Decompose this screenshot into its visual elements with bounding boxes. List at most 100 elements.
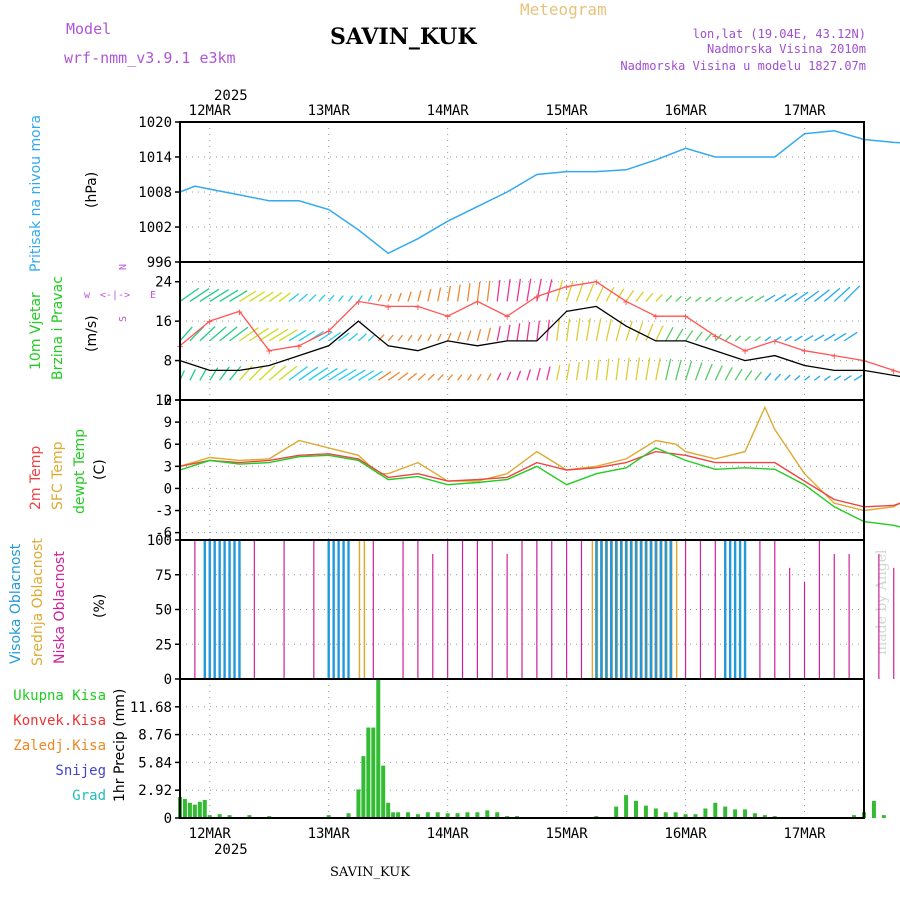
wind-arrow — [179, 287, 200, 302]
precip-total-bar — [614, 806, 619, 818]
wind-arrow — [278, 292, 291, 302]
wind-gust-marker: + — [742, 345, 749, 358]
wind-arrow — [724, 334, 732, 342]
wind-arrow — [754, 336, 761, 342]
wind-arrow — [258, 328, 279, 342]
precip-total-bar — [703, 808, 708, 818]
wind-arrow — [575, 361, 580, 381]
wind-arrow — [556, 364, 561, 381]
wind-arrow — [794, 335, 803, 342]
top-date-label: 17MAR — [783, 103, 826, 119]
high-cloud-bar — [238, 540, 241, 679]
precip-total-bar — [366, 727, 371, 818]
precip-total-bar — [376, 679, 381, 818]
wind-arrow — [774, 336, 782, 342]
precip-total-bar — [207, 815, 212, 818]
wind-label-1: 10m Vjetar — [28, 292, 44, 370]
wind-arrow — [447, 285, 451, 302]
marks-layer: ++++++++++++++++++++++++++++ — [177, 130, 900, 819]
bottom-date-label: 15MAR — [546, 826, 589, 842]
precip-total-bar — [762, 815, 767, 818]
sfc-temp-line — [179, 405, 900, 512]
high-cloud-bar — [347, 540, 350, 679]
wind-legend-west: w — [84, 290, 91, 301]
wind-arrow — [734, 368, 743, 381]
wind-arrow — [605, 318, 612, 342]
wind-arrow — [417, 290, 422, 302]
wind-arrow — [814, 334, 825, 342]
high-cloud-bar — [342, 540, 345, 679]
wind-arrow — [823, 375, 831, 381]
wind-arrow — [229, 365, 242, 381]
wind-arrow — [843, 375, 852, 381]
wind-arrow — [605, 286, 615, 302]
wind-arrow — [704, 363, 713, 381]
bottom-date-label: 14MAR — [427, 826, 470, 842]
precip-total-bar — [495, 812, 500, 818]
precip-label: 1hr Precip (mm) — [112, 689, 128, 802]
wind-arrow — [258, 291, 274, 302]
pressure-unit: (hPa) — [84, 172, 100, 208]
wind-gust-marker: + — [593, 276, 600, 289]
wind-arrow — [387, 293, 393, 302]
temperature-ytick-label: 12 — [155, 393, 172, 409]
wind-direction-legend: w <-|-> E N S — [84, 264, 156, 322]
temperature-ytick-label: 0 — [164, 481, 172, 497]
precip-ytick-label: 8.76 — [138, 728, 172, 744]
wind-gust-marker: + — [534, 291, 541, 304]
wind-arrow — [189, 288, 210, 302]
wind-arrow — [288, 329, 307, 342]
legend-conv-rain: Konvek.Kisa — [13, 713, 106, 729]
wind-arrow — [784, 292, 798, 302]
wind-arrow — [447, 374, 454, 381]
wind-arrow — [744, 370, 753, 381]
bottom-date-label: 12MAR — [189, 826, 232, 842]
precip-ytick-label: 0 — [164, 811, 172, 827]
wind-arrow — [595, 285, 605, 302]
temperature-ytick-label: -6 — [155, 526, 172, 542]
wind-arrow — [714, 296, 722, 302]
precip-total-bar — [455, 813, 460, 818]
high-cloud-bar — [728, 540, 732, 679]
wind-arrow — [506, 279, 511, 302]
wind-arrow — [754, 295, 765, 302]
wind-arrow — [179, 326, 193, 342]
wind-arrow — [407, 291, 412, 302]
wind-gust-marker: + — [206, 315, 213, 328]
precip-total-bar — [361, 756, 366, 818]
wind-gust-marker: + — [355, 295, 362, 308]
precip-total-bar — [852, 815, 857, 818]
precip-total-bar — [624, 795, 629, 818]
legend-frozen-rain: Zaledj.Kisa — [13, 738, 106, 754]
bottom-year-label: 2025 — [214, 842, 248, 858]
wind-arrow — [308, 367, 329, 381]
wind-arrow — [824, 333, 836, 342]
top-date-label: 13MAR — [308, 103, 351, 119]
wind-arrow — [239, 290, 257, 302]
wind-arrow — [338, 295, 344, 302]
high-cloud-bar — [634, 540, 638, 679]
wind-arrow — [377, 371, 392, 381]
precip-total-bar — [346, 813, 351, 818]
wind-gust-marker: + — [444, 310, 451, 323]
wind-arrow — [367, 294, 373, 302]
wind-label-2: Brzina i Pravac — [50, 276, 66, 380]
wind-arrow — [814, 289, 830, 302]
wind-arrow — [209, 289, 229, 302]
high-cloud-label: Visoka Oblacnost — [8, 543, 24, 664]
pressure-ytick-label: 1002 — [138, 220, 172, 236]
wind-arrow — [784, 335, 792, 342]
wind-arrow — [833, 332, 847, 342]
wind-arrow — [397, 292, 402, 302]
clouds-ytick-label: 100 — [147, 533, 172, 549]
precip-total-bar — [634, 800, 638, 818]
mid-cloud-label: Srednja Oblacnost — [30, 538, 46, 666]
wind-gust-marker: + — [682, 310, 689, 323]
wind-arrow — [764, 336, 772, 342]
wind-arrow — [615, 288, 625, 302]
wind-arrow — [665, 358, 672, 381]
high-cloud-bar — [228, 540, 231, 679]
wind-arrow — [367, 370, 383, 381]
wind-arrow — [565, 363, 571, 381]
high-cloud-bar — [654, 540, 658, 679]
